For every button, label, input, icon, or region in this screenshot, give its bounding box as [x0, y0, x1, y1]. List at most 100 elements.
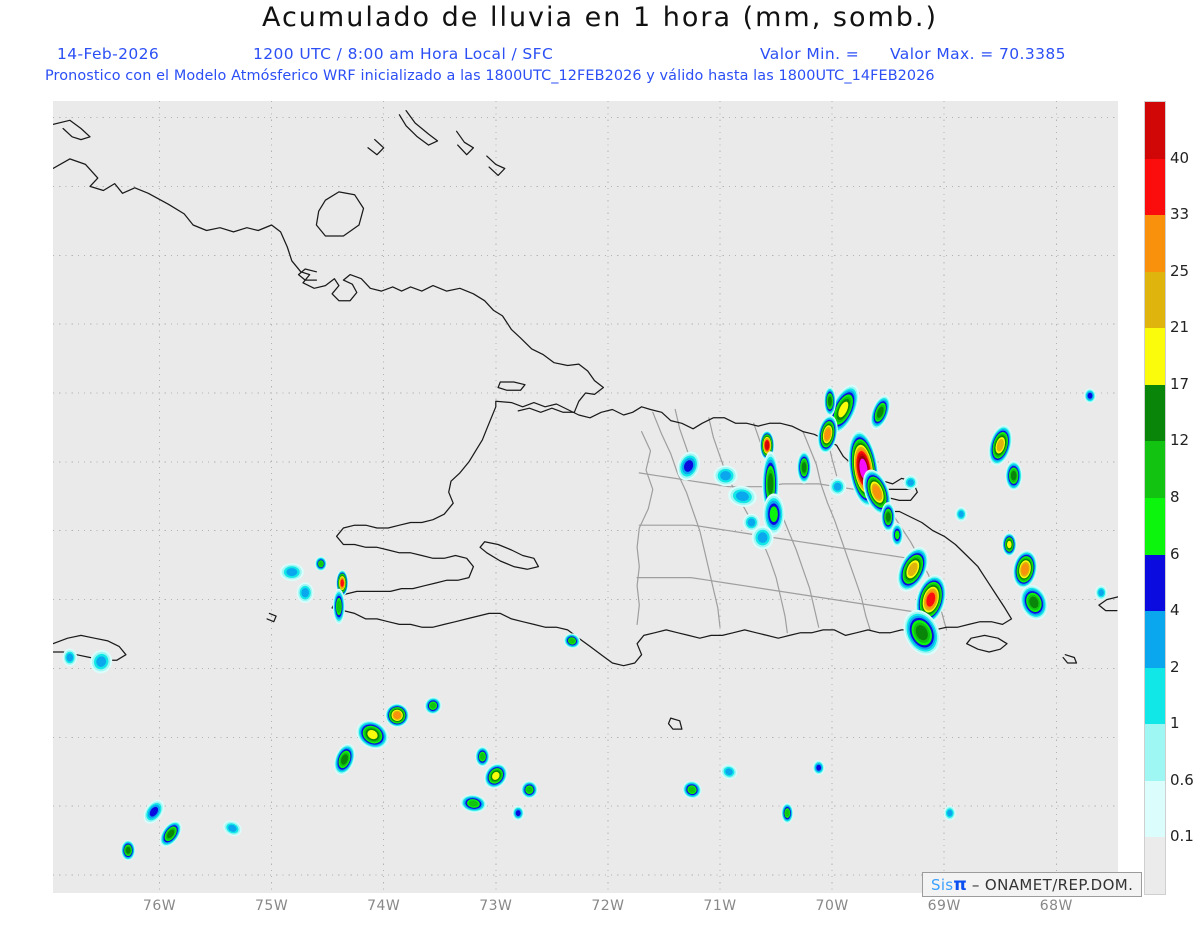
precipitation-layer: [62, 384, 1108, 861]
precip-contour-2: [96, 656, 107, 667]
colorbar-tick-6: 6: [1170, 544, 1180, 563]
precip-contour-2: [735, 491, 749, 502]
colorbar-tick-12: 12: [1170, 431, 1190, 450]
precip-contour-4: [515, 810, 521, 817]
precip-cell-13: [796, 451, 812, 484]
coastline-5: [367, 138, 385, 156]
colorbar-band-2: [1145, 724, 1165, 781]
colorbar[interactable]: [1144, 101, 1166, 895]
coastline-2: [398, 109, 439, 146]
precip-contour-8: [569, 638, 575, 644]
precip-cell-18: [742, 513, 760, 532]
precip-cell-49: [1005, 460, 1023, 491]
precip-cell-14: [823, 386, 837, 417]
x-tick-label-1: 75W: [255, 898, 289, 914]
colorbar-tick-0.6: 0.6: [1170, 770, 1194, 789]
x-tick-label-8: 68W: [1039, 898, 1073, 914]
x-tick-label-6: 70W: [815, 898, 849, 914]
coastline-8: [331, 400, 1013, 667]
coastline-4: [486, 155, 506, 177]
precip-contour-25: [824, 428, 831, 440]
coastline-13: [667, 717, 683, 730]
coastline-3: [455, 130, 475, 156]
precip-contour-12: [801, 462, 807, 473]
header-time-line: 1200 UTC / 8:00 am Hora Local / SFC: [253, 45, 554, 63]
precip-contour-12: [125, 846, 131, 854]
precip-cell-31: [460, 794, 487, 813]
precip-contour-12: [767, 473, 774, 495]
precip-cell-48: [988, 425, 1013, 466]
precip-contour-8: [429, 702, 437, 709]
precip-contour-12: [340, 754, 349, 765]
header-valor-max: Valor Max. = 70.3385: [890, 45, 1066, 63]
coastline-7: [297, 268, 318, 281]
precip-cell-19: [751, 525, 774, 550]
colorbar-tick-8: 8: [1170, 488, 1180, 506]
precip-cell-12: [762, 493, 785, 535]
precip-contour-12: [885, 512, 891, 522]
coastline-15: [1062, 654, 1078, 664]
precip-cell-26: [314, 556, 327, 572]
precip-cell-39: [781, 802, 794, 824]
colorbar-band-10: [1145, 271, 1165, 329]
precip-contour-17: [492, 771, 500, 780]
map-plot-area[interactable]: [53, 101, 1118, 893]
precip-contour-2: [720, 471, 731, 481]
precip-cell-35: [512, 805, 525, 821]
x-axis: 76W 75W 74W 73W 72W 71W 70W 69W 68W: [53, 898, 1118, 922]
precip-cell-50: [1012, 550, 1038, 589]
coastline-12: [966, 634, 1008, 653]
colorbar-tick-17: 17: [1170, 374, 1190, 393]
precip-cell-37: [682, 780, 702, 799]
precip-contour-4: [1087, 392, 1093, 399]
precip-contour-4: [149, 806, 159, 817]
precip-contour-21: [907, 562, 918, 577]
precip-cell-47: [62, 648, 78, 667]
x-tick-label-7: 69W: [927, 898, 961, 914]
precip-contour-33: [340, 579, 344, 587]
precip-cell-25: [279, 563, 304, 581]
map-canvas: [53, 101, 1118, 893]
colorbar-band-3: [1145, 667, 1165, 725]
logo-pi-icon: π: [953, 874, 967, 895]
precip-cell-15: [677, 451, 701, 481]
header-model-line: Pronostico con el Modelo Atmósferico WRF…: [45, 68, 935, 84]
x-tick-label-5: 71W: [703, 898, 737, 914]
precip-cell-20: [829, 477, 847, 496]
precip-cell-54: [955, 506, 968, 522]
precip-cell-53: [1083, 388, 1097, 404]
colorbar-band-9: [1145, 328, 1165, 385]
colorbar-band-1: [1145, 780, 1165, 838]
precip-contour-21: [996, 439, 1004, 452]
precip-cell-32: [484, 763, 508, 789]
precip-cell-24: [296, 582, 314, 604]
precip-contour-17: [1007, 540, 1012, 549]
precip-contour-8: [479, 753, 485, 761]
precip-cell-42: [120, 839, 136, 861]
precip-cell-8: [817, 415, 838, 454]
coastline-6: [315, 191, 365, 237]
precip-contour-12: [876, 406, 884, 418]
coastline-11: [497, 381, 526, 391]
precip-cell-2: [880, 502, 896, 532]
precip-cell-45: [223, 820, 242, 837]
precip-contour-8: [468, 800, 479, 807]
precip-cell-30: [424, 696, 442, 715]
header-date: 14-Feb-2026: [57, 45, 160, 63]
precip-cell-28: [356, 720, 389, 750]
precip-contour-12: [1029, 596, 1039, 609]
precip-contour-8: [526, 786, 533, 793]
colorbar-band-8: [1145, 384, 1165, 442]
colorbar-tick-25: 25: [1170, 261, 1190, 280]
colorbar-tick-40: 40: [1170, 148, 1190, 167]
colorbar-tick-2: 2: [1170, 657, 1180, 676]
x-tick-label-0: 76W: [142, 898, 177, 914]
precip-contour-25: [1021, 563, 1029, 575]
logo-agency-text: – ONAMET/REP.DOM.: [971, 875, 1134, 894]
precip-contour-2: [958, 510, 964, 518]
precip-contour-2: [286, 568, 298, 577]
precip-contour-2: [301, 588, 309, 598]
precip-contour-4: [816, 764, 822, 771]
precip-contour-8: [336, 600, 341, 613]
precip-contour-25: [393, 711, 401, 719]
